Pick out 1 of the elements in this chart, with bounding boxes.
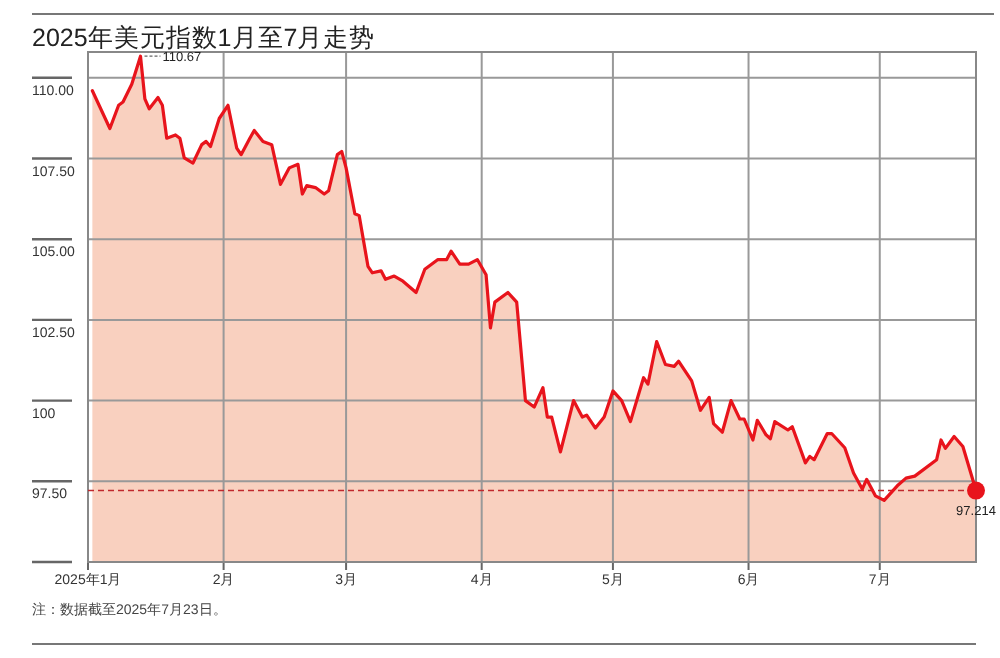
title: 2025年美元指数1月至7月走势	[32, 24, 376, 52]
